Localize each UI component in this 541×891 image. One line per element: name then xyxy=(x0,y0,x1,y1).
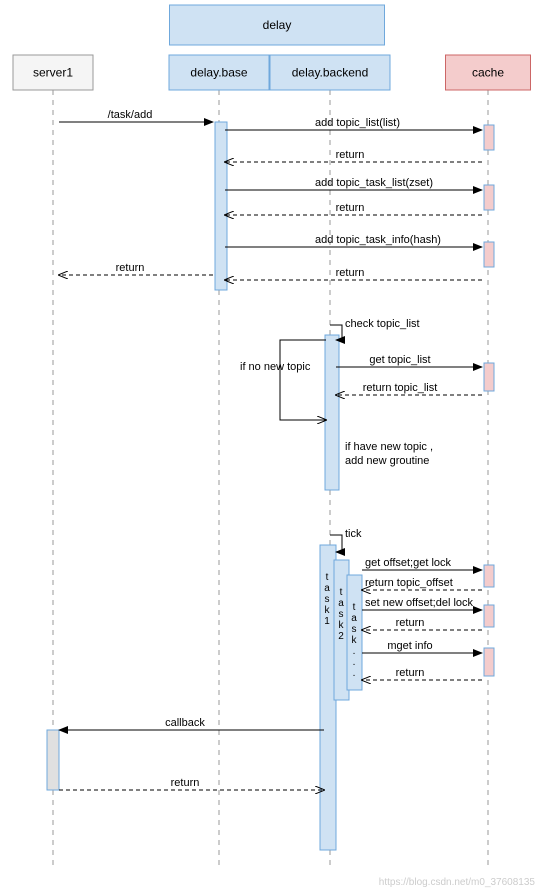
task-label: a xyxy=(351,613,357,624)
self-msg-label: tick xyxy=(345,528,362,540)
task-label: 2 xyxy=(338,631,344,642)
note-line: add new groutine xyxy=(345,455,429,467)
task-label: s xyxy=(339,609,344,620)
activation-cache xyxy=(484,648,494,676)
participant-server1-label: server1 xyxy=(33,66,73,80)
msg-label: return xyxy=(396,667,425,679)
task-label: t xyxy=(340,587,343,598)
activation-delay_base xyxy=(215,122,227,290)
activation-cache xyxy=(484,125,494,150)
activation-cache xyxy=(484,363,494,391)
task-label: t xyxy=(326,572,329,583)
task-label: 1 xyxy=(324,616,330,627)
activation-cache xyxy=(484,185,494,210)
msg-label: return xyxy=(336,149,365,161)
task-label: a xyxy=(324,583,330,594)
task-label: t xyxy=(353,602,356,613)
msg-label: return topic_list xyxy=(363,382,438,394)
msg-label: add topic_list(list) xyxy=(315,117,400,129)
activation-cache xyxy=(484,565,494,587)
msg-label: set new offset;del lock xyxy=(365,597,474,609)
msg-label: get topic_list xyxy=(369,354,430,366)
self-msg-label: check topic_list xyxy=(345,318,420,330)
msg-label: /task/add xyxy=(108,109,153,121)
msg-label: callback xyxy=(165,717,205,729)
task-label: s xyxy=(325,594,330,605)
note-line: if have new topic , xyxy=(345,441,433,453)
msg-label: add topic_task_info(hash) xyxy=(315,234,441,246)
task-label: . xyxy=(353,668,356,679)
watermark: https://blog.csdn.net/m0_37608135 xyxy=(379,877,536,888)
msg-label: return xyxy=(336,202,365,214)
task-label: s xyxy=(352,624,357,635)
msg-label: return xyxy=(116,262,145,274)
sequence-diagram: delay server1 delay.base delay.backend cache… xyxy=(0,0,541,891)
task-label: a xyxy=(338,598,344,609)
participant-delay-label: delay xyxy=(263,18,292,32)
msg-label: get offset;get lock xyxy=(365,557,452,569)
task-label: . xyxy=(353,657,356,668)
participant-delay_backend-label: delay.backend xyxy=(292,66,369,80)
activation-cache xyxy=(484,605,494,627)
activation-cache xyxy=(484,242,494,267)
loop-back-label: if no new topic xyxy=(240,361,311,373)
activation-delay_backend xyxy=(325,335,339,490)
participant-delay_base-label: delay.base xyxy=(190,66,247,80)
msg-label: return topic_offset xyxy=(365,577,453,589)
msg-label: return xyxy=(396,617,425,629)
msg-label: return xyxy=(336,267,365,279)
msg-label: mget info xyxy=(387,640,432,652)
msg-label: return xyxy=(171,777,200,789)
task-label: . xyxy=(353,646,356,657)
participant-cache-label: cache xyxy=(472,66,504,80)
msg-label: add topic_task_list(zset) xyxy=(315,177,433,189)
activation-server1 xyxy=(47,730,59,790)
loop-back xyxy=(280,340,326,420)
